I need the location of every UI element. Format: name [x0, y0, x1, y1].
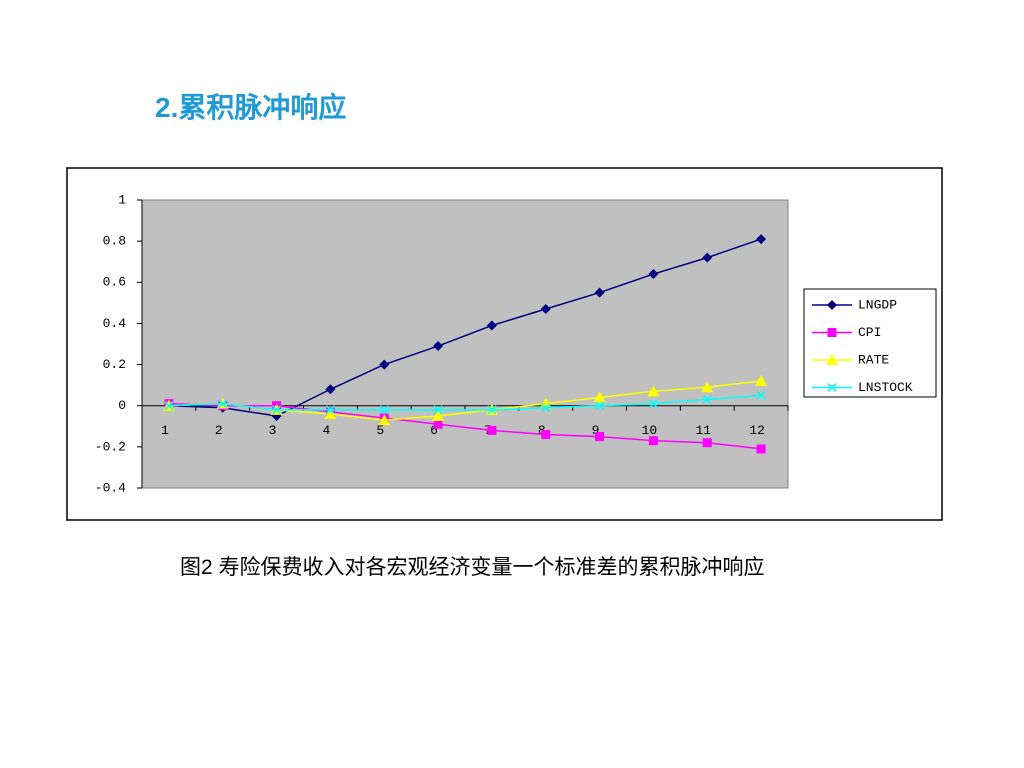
- x-tick-label: 2: [215, 423, 223, 438]
- data-point: [756, 390, 766, 400]
- legend-marker: [826, 354, 838, 365]
- data-point: [593, 391, 606, 403]
- y-tick-label: -0.2: [95, 439, 126, 454]
- data-point: [486, 320, 497, 331]
- legend-label: CPI: [858, 325, 881, 340]
- data-point: [324, 407, 337, 419]
- data-point: [756, 444, 766, 454]
- x-tick-label: 1: [161, 423, 169, 438]
- caption: 图2 寿险保费收入对各宏观经济变量一个标准差的累积脉冲响应: [180, 556, 765, 579]
- data-point: [702, 252, 713, 263]
- data-point: [540, 304, 551, 315]
- series-line: [168, 394, 762, 411]
- legend-marker: [827, 382, 837, 393]
- data-point: [325, 384, 336, 395]
- data-point: [378, 414, 391, 426]
- data-point: [648, 436, 658, 446]
- data-point: [648, 399, 658, 409]
- data-point: [164, 401, 174, 411]
- data-point: [487, 405, 497, 415]
- data-point: [433, 419, 443, 429]
- data-point: [541, 403, 551, 413]
- data-point: [487, 425, 497, 435]
- y-tick-label: 0.6: [103, 275, 126, 290]
- legend-marker: [827, 300, 837, 310]
- y-tick-label: 0.2: [103, 357, 126, 372]
- data-point: [379, 405, 389, 415]
- data-point: [755, 375, 768, 387]
- data-point: [595, 401, 605, 411]
- x-tick-label: 5: [376, 423, 384, 438]
- data-point: [647, 385, 660, 397]
- data-point: [433, 341, 444, 352]
- data-point: [432, 410, 445, 421]
- slide-title: 2.累积脉冲响应: [155, 92, 347, 123]
- data-point: [756, 234, 767, 245]
- data-point: [594, 287, 605, 298]
- x-tick-label: 12: [749, 423, 765, 438]
- data-point: [325, 405, 335, 415]
- data-point: [272, 405, 282, 415]
- series-line: [168, 238, 762, 417]
- x-tick-label: 3: [269, 423, 277, 438]
- legend-label: RATE: [858, 352, 889, 367]
- x-tick-label: 6: [430, 423, 438, 438]
- data-point: [541, 430, 551, 440]
- data-point: [379, 359, 390, 370]
- legend-box: [803, 288, 937, 398]
- x-tick-label: 11: [695, 423, 711, 438]
- data-point: [539, 397, 552, 409]
- legend-marker: [827, 328, 837, 337]
- x-tick-label: 4: [323, 423, 331, 438]
- y-tick-label: 0: [118, 398, 126, 413]
- data-point: [648, 269, 659, 280]
- legend-label: LNSTOCK: [858, 380, 913, 395]
- data-point: [218, 399, 228, 409]
- data-point: [702, 395, 712, 405]
- plot-area: [141, 199, 789, 489]
- data-point: [701, 381, 714, 393]
- x-tick-label: 9: [592, 423, 600, 438]
- data-point: [702, 438, 712, 448]
- legend-label: LNGDP: [858, 297, 897, 312]
- data-point: [433, 405, 443, 415]
- x-tick-label: 10: [642, 423, 658, 438]
- series-line: [168, 402, 762, 450]
- y-tick-label: 0.8: [103, 234, 126, 249]
- y-tick-label: -0.4: [95, 480, 126, 495]
- y-tick-label: 0.4: [103, 316, 127, 331]
- y-tick-label: 1: [118, 192, 126, 207]
- data-point: [595, 432, 605, 442]
